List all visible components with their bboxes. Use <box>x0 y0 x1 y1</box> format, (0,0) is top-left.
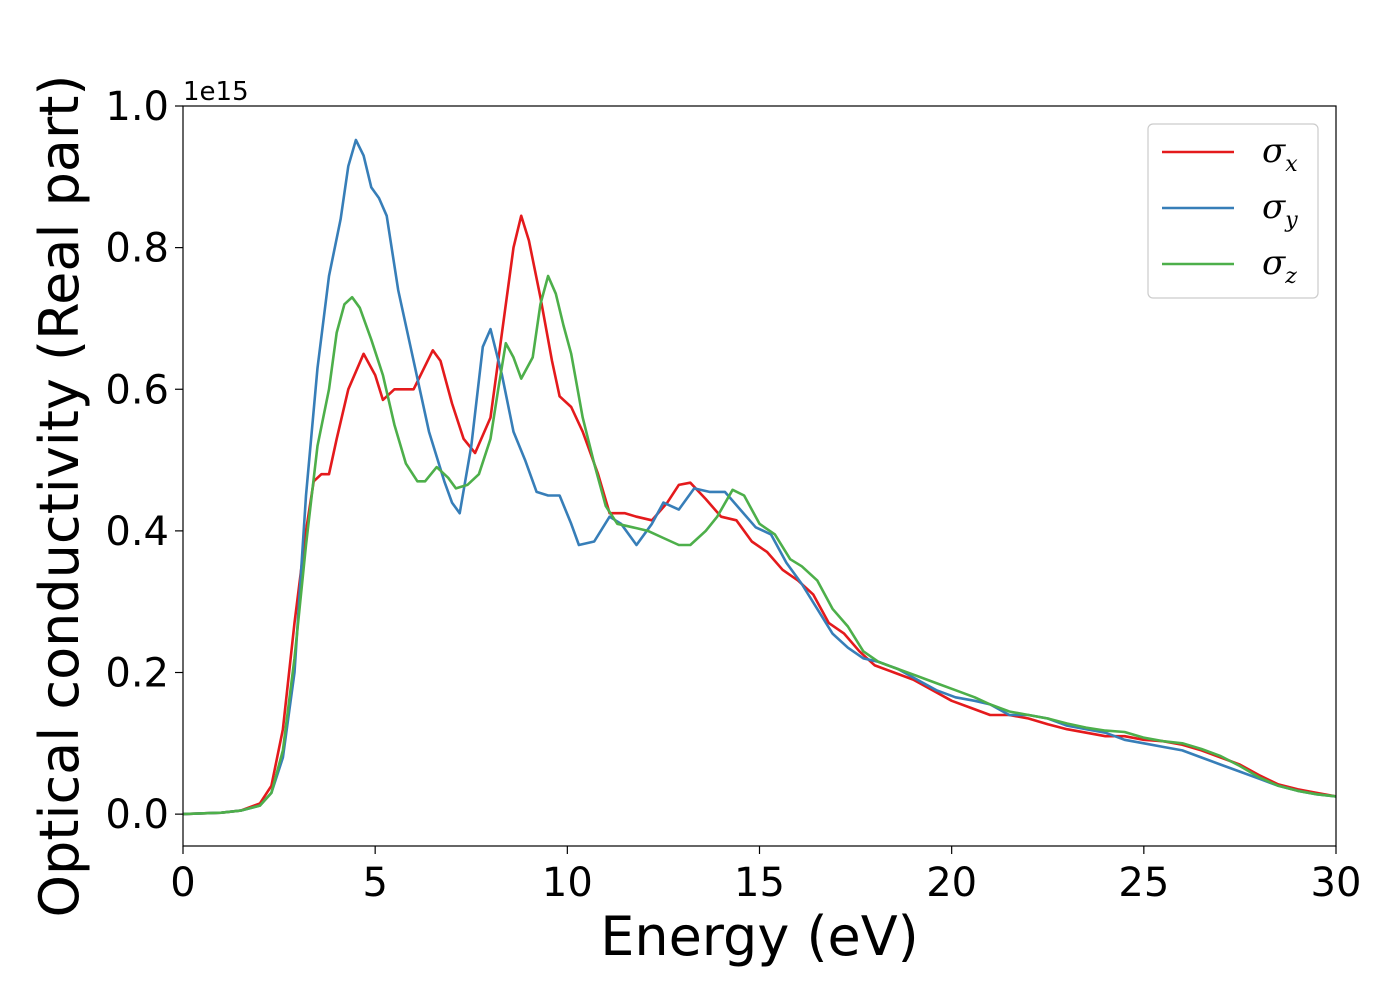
y-tick-label: 0.2 <box>105 651 169 697</box>
y-axis-offset-label: 1e15 <box>183 77 249 107</box>
plot-background <box>183 106 1336 846</box>
legend-label-y: σy <box>1262 187 1298 233</box>
y-tick-label: 1.0 <box>105 84 169 130</box>
plot-area <box>182 105 1337 847</box>
legend-subscript: y <box>1284 208 1298 233</box>
series-line-x <box>182 214 1337 816</box>
y-tick-label: 0.8 <box>105 226 169 272</box>
x-tick-label: 15 <box>734 860 785 906</box>
x-tick-label: 20 <box>926 860 977 906</box>
legend-subscript: z <box>1284 264 1297 289</box>
y-tick-label: 0.0 <box>105 792 169 838</box>
legend-label-z: σz <box>1262 243 1297 289</box>
legend-symbol: σ <box>1262 243 1286 283</box>
x-tick-label: 5 <box>362 860 387 906</box>
x-tick-label: 30 <box>1311 860 1362 906</box>
x-tick-label: 10 <box>542 860 593 906</box>
legend-symbol: σ <box>1262 187 1286 227</box>
x-tick-label: 0 <box>170 860 195 906</box>
x-axis-title: Energy (eV) <box>600 905 919 968</box>
x-tick-label: 25 <box>1118 860 1169 906</box>
legend-symbol: σ <box>1262 131 1286 171</box>
y-tick-label: 0.6 <box>105 367 169 413</box>
legend-label-x: σx <box>1262 131 1298 177</box>
y-axis-title: Optical conductivity (Real part) <box>28 75 91 918</box>
series-layer <box>182 138 1337 816</box>
y-tick-label: 0.4 <box>105 509 169 555</box>
x-axis: 0 5 10 15 20 25 30 <box>170 846 1361 906</box>
legend-frame <box>1147 123 1319 299</box>
y-axis: 0.0 0.2 0.4 0.6 0.8 1.0 <box>105 84 183 838</box>
series-line-y <box>182 138 1337 816</box>
legend-subscript: x <box>1285 152 1298 177</box>
series-line-z <box>182 274 1337 816</box>
